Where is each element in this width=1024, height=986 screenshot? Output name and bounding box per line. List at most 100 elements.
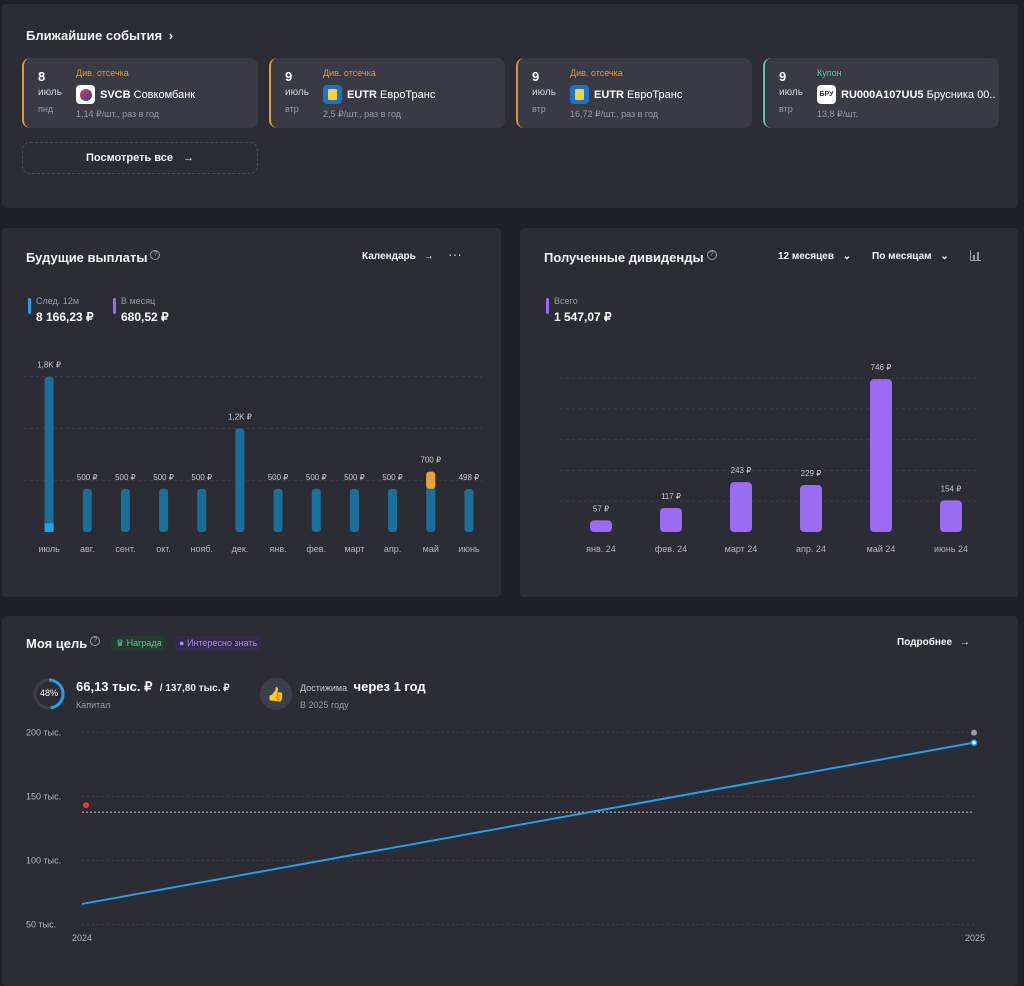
chevron-down-icon: ⌄ [842, 251, 852, 262]
goal-capital-value: 66,13 тыс. ₽ [76, 679, 153, 694]
monthly-label: В месяц [121, 296, 156, 306]
tick-label: апр. 24 [796, 544, 826, 554]
help-icon[interactable]: ? [150, 250, 161, 260]
event-security: EUTR ЕвроТранс [594, 89, 682, 101]
line-end-point [970, 739, 978, 746]
data-label: 500 ₽ [268, 473, 289, 482]
event-type: Див. отсечка [76, 68, 129, 78]
tick-label: янв. 24 [586, 544, 616, 554]
bar [159, 488, 169, 532]
bar [870, 379, 892, 532]
events-title-text: Ближайшие события [26, 28, 163, 43]
see-all-button[interactable]: Посмотреть все → [22, 142, 258, 174]
event-month: июль [532, 87, 556, 98]
event-company: ЕвроТранс [627, 89, 683, 101]
event-amount: 16,72 ₽/шт., раз в год [570, 109, 659, 119]
goal-progress-ring [33, 678, 65, 710]
event-type: Див. отсечка [570, 68, 623, 78]
thumbs-up-icon: 👍 [260, 678, 292, 710]
bar [197, 488, 207, 532]
event-company: Брусника 00... [926, 89, 995, 101]
event-card[interactable]: 9 июль втр Купон БРУ RU000A107UU5 Брусника 00… [763, 58, 999, 128]
calendar-label: Календарь [362, 251, 416, 262]
bar-chart-icon[interactable] [970, 250, 981, 261]
bar [590, 520, 612, 532]
data-label: 500 ₽ [153, 473, 174, 482]
event-month: июль [38, 87, 62, 98]
received-dividends-panel: Полученные дивиденды? 12 месяцев ⌄ По ме… [520, 228, 1018, 597]
reward-chip-label: Награда [126, 638, 162, 648]
next12-marker [28, 298, 31, 314]
event-card[interactable]: 9 июль втр Див. отсечка EUTR ЕвроТранс 2,5 ₽/… [269, 58, 505, 128]
event-type: Див. отсечка [323, 68, 376, 78]
goal-line [81, 741, 975, 905]
info-chip-label: Интересно знать [186, 638, 258, 648]
total-marker [546, 298, 549, 314]
trophy-icon: ♛ [116, 638, 125, 648]
future-payments-panel: Будущие выплаты? Календарь → ··· След. 1… [2, 228, 501, 597]
more-link[interactable]: Подробнее → [897, 637, 970, 648]
calendar-link[interactable]: Календарь → [362, 251, 434, 262]
period-value: 12 месяцев [778, 251, 834, 262]
received-dividends-title-text: Полученные дивиденды [544, 250, 704, 265]
data-label: 500 ₽ [306, 473, 327, 482]
bar-highlight [44, 523, 54, 532]
tick-label: март 24 [725, 544, 758, 554]
goal-panel: Моя цель? Подробнее → 48% 66,13 тыс. ₽ /… [2, 616, 1018, 986]
see-all-label: Посмотреть все [85, 152, 174, 164]
event-card[interactable]: 8 июль пнд Див. отсечка SVCB Совкомбанк 1,14 … [22, 58, 258, 128]
reward-chip[interactable]: ♛ Награда [111, 636, 167, 651]
event-amount: 1,14 ₽/шт., раз в год [76, 109, 160, 119]
bar [660, 508, 682, 532]
bar [82, 488, 92, 532]
sovcombank-logo [76, 85, 95, 104]
event-amount: 2,5 ₽/шт., раз в год [323, 109, 402, 119]
group-value: По месяцам [872, 251, 932, 262]
tick-label: июнь 24 [934, 544, 968, 554]
tick-label: май 24 [867, 544, 896, 554]
target-icon [83, 802, 89, 809]
received-dividends-chart: 57 ₽ янв. 24 117 ₽ фев. 24 243 ₽ март 24 229 ₽… [560, 363, 980, 554]
y-tick-label: 200 тыс. [26, 727, 61, 737]
bar [44, 376, 54, 532]
data-label: 700 ₽ [420, 456, 441, 465]
data-label: 500 ₽ [382, 473, 403, 482]
lightbulb-icon: ● [179, 638, 185, 648]
event-security: RU000A107UU5 Брусника 00... [841, 89, 995, 101]
events-title[interactable]: Ближайшие события › [26, 28, 173, 43]
tick-label: сент. [115, 544, 135, 554]
event-ticker: EUTR [347, 89, 377, 101]
help-icon[interactable]: ? [90, 636, 101, 646]
data-label: 229 ₽ [801, 469, 822, 478]
bar [464, 489, 474, 532]
future-payments-chart: 1,8K ₽ июль 500 ₽ авг. 500 ₽ сент. 500 ₽ окт. 50… [24, 361, 482, 554]
eurotrans-logo [323, 85, 342, 104]
bar-highlight [426, 471, 436, 489]
event-weekday: втр [532, 104, 546, 114]
event-card[interactable]: 9 июль втр Див. отсечка EUTR ЕвроТранс 16,72 … [516, 58, 752, 128]
data-label: 500 ₽ [344, 473, 365, 482]
event-weekday: втр [779, 104, 793, 114]
goal-percent: 48% [39, 688, 58, 698]
eurotrans-logo [570, 85, 589, 104]
data-label: 746 ₽ [871, 363, 892, 372]
event-weekday: втр [285, 104, 299, 114]
tick-label: авг. [80, 544, 94, 554]
goal-capital-row: 66,13 тыс. ₽ / 137,80 тыс. ₽ [76, 678, 230, 696]
event-day: 9 [285, 69, 293, 84]
more-options-icon[interactable]: ··· [448, 246, 462, 262]
help-icon[interactable]: ? [706, 250, 717, 260]
group-select[interactable]: По месяцам ⌄ [872, 251, 949, 262]
data-label: 500 ₽ [77, 473, 98, 482]
tick-label: окт. [156, 544, 171, 554]
bar [273, 488, 283, 532]
bar [730, 482, 752, 532]
bar [120, 488, 130, 532]
event-weekday: пнд [38, 104, 54, 114]
total-stat: Всего 1 547,07 ₽ [546, 296, 612, 324]
event-month: июль [779, 87, 803, 98]
tick-label: дек. [232, 544, 249, 554]
bar [311, 488, 321, 532]
period-select[interactable]: 12 месяцев ⌄ [778, 251, 851, 262]
info-chip[interactable]: ● Интересно знать [174, 636, 263, 651]
